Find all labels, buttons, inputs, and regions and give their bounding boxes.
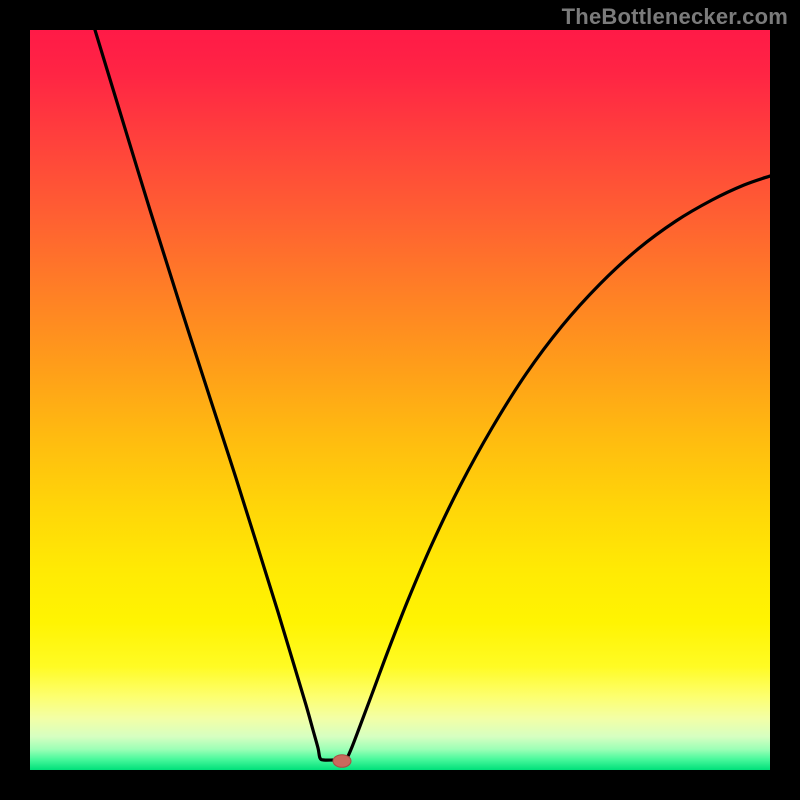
chart-container: TheBottlenecker.com xyxy=(0,0,800,800)
optimal-point-marker xyxy=(333,755,351,768)
watermark-text: TheBottlenecker.com xyxy=(562,4,788,30)
gradient-plot-area xyxy=(30,30,770,770)
chart-svg xyxy=(0,0,800,800)
